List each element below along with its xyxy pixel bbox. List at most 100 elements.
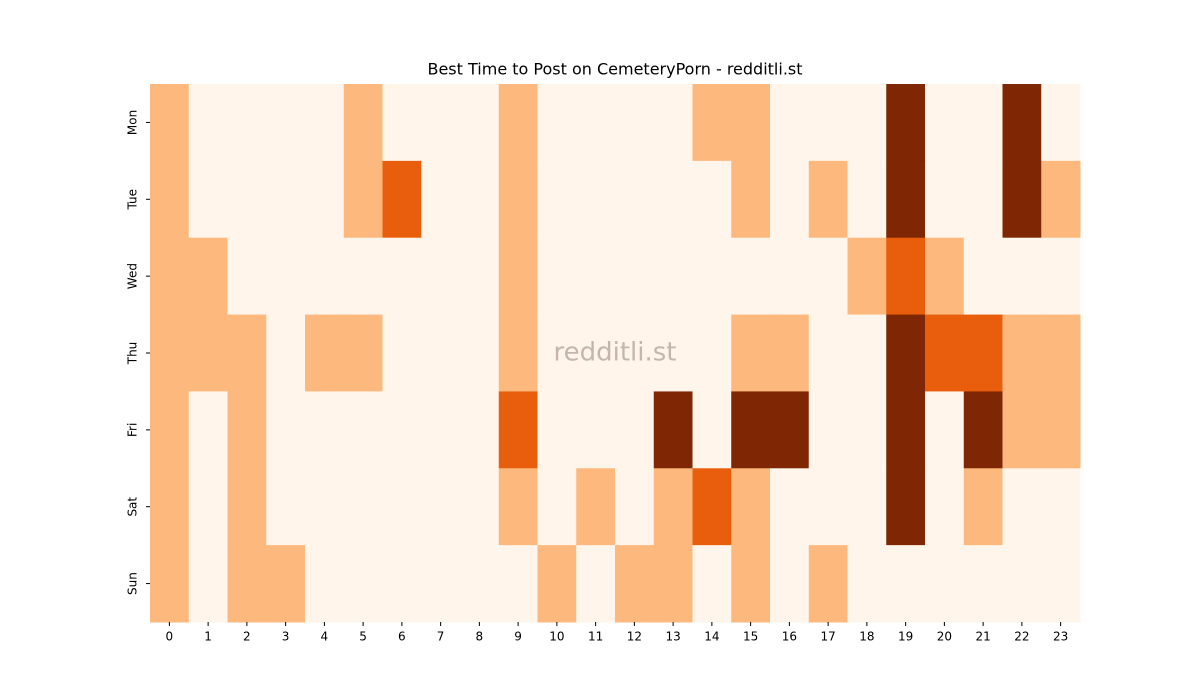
heat-cell [576, 391, 616, 469]
heat-cell [421, 545, 461, 623]
heat-cell [382, 468, 422, 546]
heat-cell [576, 84, 616, 162]
heat-cell [1002, 237, 1042, 316]
x-tick-label: 23 [1053, 630, 1068, 644]
heat-cell [847, 391, 887, 469]
heat-cell [847, 314, 887, 392]
heat-cell [498, 160, 538, 239]
heat-cell [382, 160, 422, 239]
heat-cell [770, 84, 810, 162]
heat-cell [963, 160, 1003, 239]
heat-cell [925, 314, 965, 392]
heat-cell [886, 237, 926, 316]
heat-cell [615, 468, 655, 546]
heat-cell [537, 314, 577, 392]
y-tick-label: Wed [126, 263, 140, 289]
heat-cell [188, 160, 228, 239]
heat-cell [188, 84, 228, 162]
heat-cell [808, 314, 848, 392]
heat-cell [343, 237, 383, 316]
heat-cell [343, 545, 383, 623]
heat-cell [576, 237, 616, 316]
heat-cell [731, 314, 771, 392]
x-tick-label: 5 [359, 630, 367, 644]
y-tick-label: Sat [126, 497, 140, 517]
x-tick-label: 4 [321, 630, 329, 644]
heat-cell [498, 468, 538, 546]
heat-cell [460, 237, 500, 316]
heat-cell [1002, 84, 1042, 162]
heat-cell [498, 314, 538, 392]
heat-cell [227, 84, 267, 162]
heat-cell [421, 237, 461, 316]
heat-cell [305, 314, 345, 392]
heat-cell [963, 237, 1003, 316]
heat-cell [808, 237, 848, 316]
heat-cell [1041, 314, 1081, 392]
heat-cell [343, 391, 383, 469]
heat-cell [615, 84, 655, 162]
heat-cell [382, 237, 422, 316]
x-tick-label: 19 [898, 630, 913, 644]
x-tick-label: 9 [514, 630, 522, 644]
heat-cell [963, 84, 1003, 162]
heat-cell [343, 84, 383, 162]
heat-cell [847, 160, 887, 239]
heat-cell [421, 391, 461, 469]
heat-cell [1041, 237, 1081, 316]
heat-cell [576, 545, 616, 623]
heat-cell [653, 237, 693, 316]
heat-cell [1041, 545, 1081, 623]
heat-cell [227, 160, 267, 239]
heat-cell [188, 314, 228, 392]
heat-cell [498, 391, 538, 469]
heat-cell [1002, 545, 1042, 623]
heat-cell [421, 314, 461, 392]
heat-cell [692, 237, 732, 316]
heat-cell [266, 545, 306, 623]
heat-cell [770, 314, 810, 392]
heat-cell [886, 391, 926, 469]
watermark: redditli.st [554, 338, 677, 368]
heat-cell [925, 84, 965, 162]
heat-cell [460, 314, 500, 392]
heat-cell [227, 314, 267, 392]
heat-cell [305, 237, 345, 316]
heat-cell [188, 468, 228, 546]
x-tick-label: 22 [1014, 630, 1029, 644]
heat-cell [615, 545, 655, 623]
heat-cell [963, 314, 1003, 392]
x-tick-label: 7 [437, 630, 445, 644]
heat-cell [460, 468, 500, 546]
heat-cell [227, 468, 267, 546]
heat-cell [576, 314, 616, 392]
heat-cell [847, 545, 887, 623]
heat-cell [963, 545, 1003, 623]
heat-cell [421, 160, 461, 239]
x-tick-label: 20 [937, 630, 952, 644]
heat-cell [653, 314, 693, 392]
heat-cell [537, 545, 577, 623]
heat-cell [498, 545, 538, 623]
heat-cell [1041, 391, 1081, 469]
heat-cell [963, 391, 1003, 469]
x-tick-label: 14 [704, 630, 719, 644]
x-tick-label: 17 [820, 630, 835, 644]
heat-cell [1041, 468, 1081, 546]
heat-cell [382, 314, 422, 392]
heat-cell [227, 391, 267, 469]
heat-cell [421, 84, 461, 162]
heat-cell [460, 391, 500, 469]
heat-cell [770, 468, 810, 546]
heat-cell [886, 84, 926, 162]
heat-cell [305, 391, 345, 469]
y-tick-label: Tue [126, 189, 140, 211]
heat-cell [576, 160, 616, 239]
chart-title: Best Time to Post on CemeteryPorn - redd… [427, 60, 802, 79]
heat-cell [692, 160, 732, 239]
heat-cell [886, 160, 926, 239]
heat-cell [150, 314, 190, 392]
heat-cell [305, 468, 345, 546]
heat-cell [925, 468, 965, 546]
